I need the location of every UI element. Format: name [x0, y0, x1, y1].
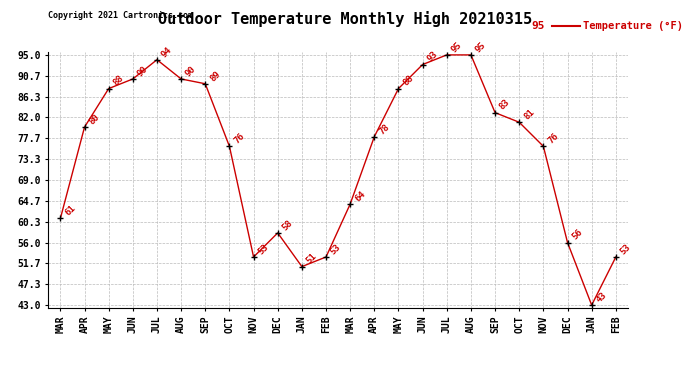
Text: 95: 95	[531, 21, 545, 31]
Text: 58: 58	[281, 218, 295, 232]
Text: 89: 89	[208, 69, 222, 83]
Text: 76: 76	[233, 132, 246, 146]
Text: 93: 93	[426, 50, 440, 64]
Text: 95: 95	[474, 40, 488, 54]
Text: 83: 83	[498, 98, 512, 112]
Text: 51: 51	[305, 252, 319, 266]
Text: 56: 56	[571, 228, 584, 242]
Text: Outdoor Temperature Monthly High 20210315: Outdoor Temperature Monthly High 2021031…	[158, 11, 532, 27]
Text: 78: 78	[377, 122, 391, 136]
Text: 90: 90	[184, 64, 198, 78]
Text: 88: 88	[112, 74, 126, 88]
Text: 94: 94	[160, 45, 174, 59]
Text: Copyright 2021 Cartronics.com: Copyright 2021 Cartronics.com	[48, 11, 193, 20]
Text: 88: 88	[402, 74, 415, 88]
Text: 95: 95	[450, 40, 464, 54]
Text: 80: 80	[88, 112, 101, 126]
Text: 53: 53	[619, 242, 633, 256]
Text: 64: 64	[353, 189, 367, 203]
Text: Temperature (°F): Temperature (°F)	[583, 21, 683, 31]
Text: 90: 90	[136, 64, 150, 78]
Text: 61: 61	[63, 204, 77, 218]
Text: 76: 76	[546, 132, 560, 146]
Text: 81: 81	[522, 108, 536, 122]
Text: 53: 53	[257, 242, 270, 256]
Text: 53: 53	[329, 242, 343, 256]
Text: 43: 43	[595, 290, 609, 304]
